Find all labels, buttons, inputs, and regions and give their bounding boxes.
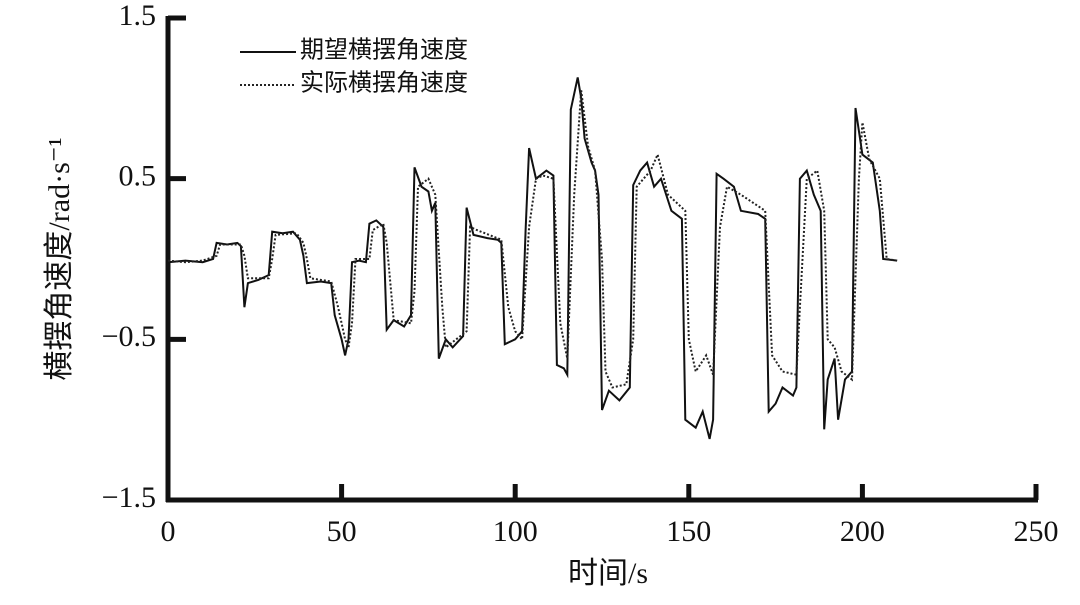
y-axis-label: 横摆角速度/rad·s⁻¹ [43, 137, 76, 380]
series-line [167, 77, 898, 440]
y-tick-label: 1.5 [119, 0, 157, 32]
x-tick-label: 200 [840, 515, 885, 548]
y-tick-label: −1.5 [102, 481, 156, 514]
legend-label: 实际横摆角速度 [300, 70, 468, 97]
x-tick-label: 250 [1014, 515, 1059, 548]
x-tick-label: 100 [493, 515, 538, 548]
series-line [167, 90, 898, 389]
y-tick-label: −0.5 [102, 320, 156, 353]
legend-label: 期望横摆角速度 [300, 37, 468, 64]
y-tick-label: 0.5 [119, 160, 157, 193]
x-tick-label: 0 [161, 515, 176, 548]
x-tick-label: 50 [327, 515, 357, 548]
x-axis-label: 时间/s [568, 557, 648, 590]
x-tick-label: 150 [666, 515, 711, 548]
